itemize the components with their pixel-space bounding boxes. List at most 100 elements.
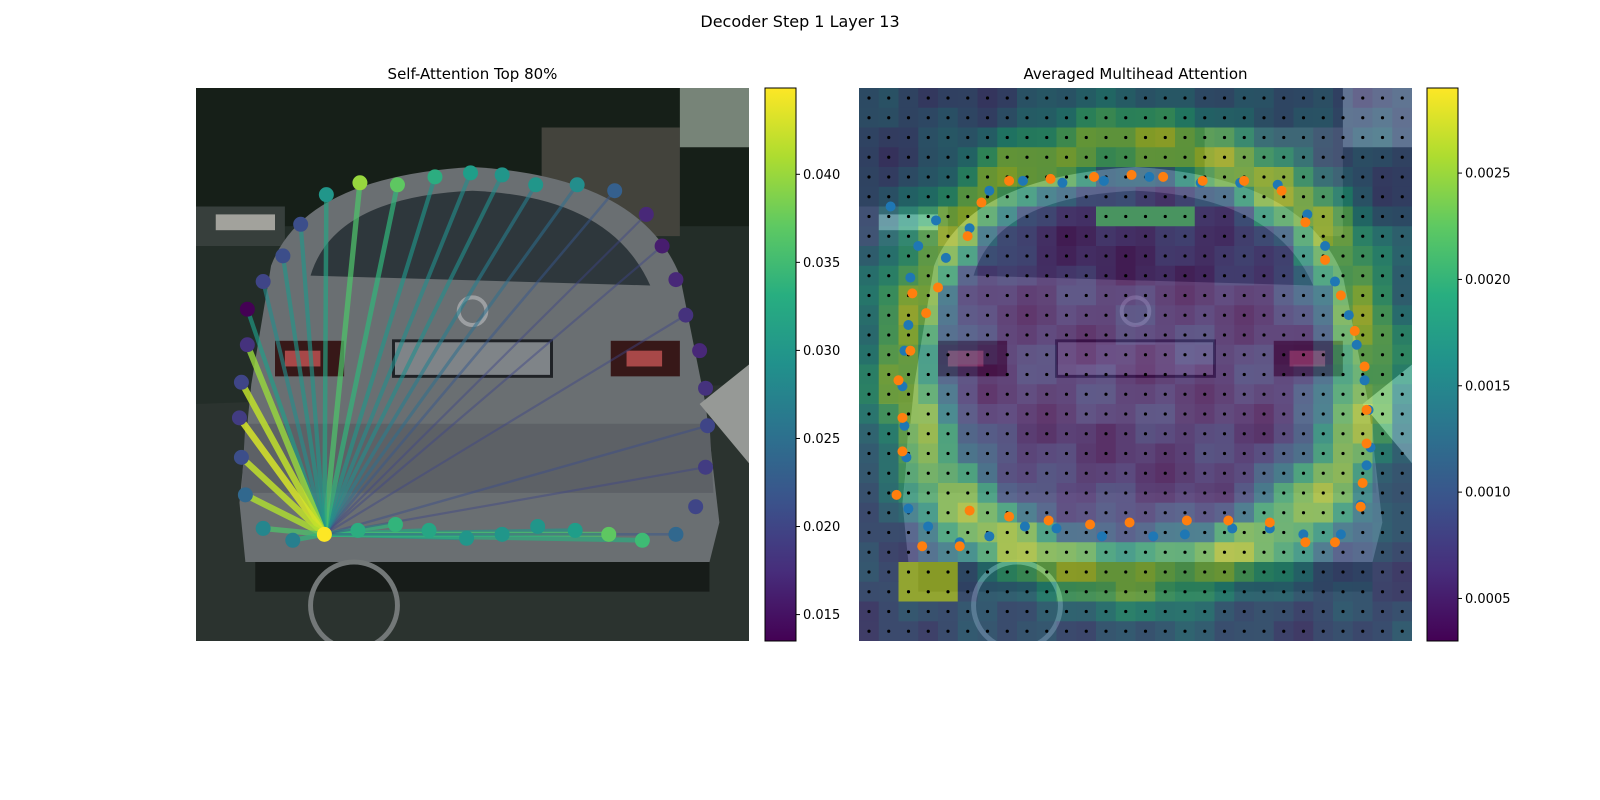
attention-point-20	[607, 183, 623, 199]
grid-dot	[1301, 412, 1306, 416]
attention-edge-10	[323, 424, 709, 536]
series-0-point-39	[931, 215, 942, 226]
attention-point-0	[316, 526, 332, 542]
grid-dot	[1380, 274, 1385, 278]
grid-dot	[1341, 471, 1345, 475]
grid-dot	[1282, 116, 1286, 120]
grid-dot	[1104, 471, 1108, 475]
grid-dot	[867, 590, 871, 594]
grid-dot	[1321, 609, 1325, 614]
grid-dot	[985, 96, 990, 100]
grid-dot	[1124, 629, 1128, 633]
grid-dot	[1124, 590, 1128, 594]
series-1-point-34	[905, 345, 916, 356]
grid-dot	[1301, 609, 1306, 614]
grid-dot	[1025, 629, 1029, 633]
grid-dot	[1321, 491, 1325, 495]
grid-dot	[887, 175, 891, 179]
grid-dot	[1282, 590, 1286, 594]
grid-dot	[1203, 471, 1207, 475]
series-1-point-24	[1085, 519, 1096, 530]
grid-dot	[1361, 274, 1365, 278]
series-1-point-30	[891, 489, 902, 500]
grid-dot	[1262, 135, 1266, 140]
grid-dot	[1084, 629, 1088, 633]
grid-dot	[1400, 570, 1404, 574]
grid-dot	[1400, 372, 1404, 377]
grid-dot	[1222, 353, 1227, 357]
grid-dot	[966, 214, 970, 219]
grid-dot	[966, 530, 970, 535]
grid-dot	[867, 175, 871, 179]
grid-dot	[1222, 412, 1227, 416]
grid-dot	[966, 254, 970, 258]
grid-dot	[1380, 313, 1385, 317]
grid-dot	[906, 392, 911, 396]
grid-dot	[985, 629, 990, 633]
grid-dot	[1262, 372, 1266, 377]
grid-dot	[1380, 293, 1385, 298]
series-1-point-32	[897, 412, 908, 423]
grid-dot	[1005, 96, 1009, 100]
grid-dot	[906, 629, 911, 633]
grid-dot	[906, 530, 911, 535]
grid-dot	[906, 96, 911, 100]
grid-dot	[1400, 609, 1404, 614]
grid-dot	[1361, 135, 1365, 140]
grid-dot	[1400, 214, 1404, 219]
grid-dot	[887, 511, 891, 515]
grid-dot	[1203, 451, 1207, 456]
grid-dot	[1084, 135, 1088, 140]
grid-dot	[1400, 254, 1404, 258]
grid-dot	[1203, 570, 1207, 574]
grid-dot	[1143, 313, 1148, 317]
grid-dot	[926, 254, 930, 258]
grid-dot	[1025, 491, 1029, 495]
grid-dot	[1262, 274, 1266, 278]
right-panel	[859, 88, 1412, 641]
series-1-point-37	[907, 288, 918, 299]
grid-dot	[1045, 214, 1049, 219]
grid-dot	[1400, 353, 1404, 357]
grid-dot	[1262, 116, 1266, 120]
grid-dot	[1005, 116, 1009, 120]
grid-dot	[1084, 155, 1088, 159]
grid-dot	[926, 570, 930, 574]
grid-dot	[966, 412, 970, 416]
left-colorbar-tick-label-0: 0.015	[803, 608, 840, 623]
grid-dot	[1361, 195, 1365, 199]
grid-dot	[887, 609, 891, 614]
grid-dot	[1262, 570, 1266, 574]
attention-point-7	[567, 522, 583, 538]
grid-dot	[1143, 274, 1148, 278]
grid-dot	[1104, 511, 1108, 515]
series-0-point-12	[1343, 310, 1354, 321]
grid-dot	[946, 353, 950, 357]
grid-dot	[966, 175, 970, 179]
grid-dot	[1282, 451, 1286, 456]
grid-dot	[1380, 570, 1385, 574]
grid-dot	[1361, 96, 1365, 100]
grid-dot	[1104, 412, 1108, 416]
grid-dot	[946, 451, 950, 456]
grid-dot	[1242, 293, 1246, 298]
grid-dot	[1341, 353, 1345, 357]
grid-dot	[926, 372, 930, 377]
grid-dot	[1143, 353, 1148, 357]
grid-dot	[1222, 570, 1227, 574]
grid-dot	[1045, 195, 1049, 199]
grid-dot	[946, 550, 950, 554]
attention-edge-14	[323, 189, 617, 536]
attention-point-24	[463, 165, 479, 181]
grid-dot	[906, 175, 911, 179]
grid-dot	[946, 274, 950, 278]
grid-dot	[1143, 254, 1148, 258]
grid-dot	[1064, 195, 1069, 199]
grid-dot	[1242, 313, 1246, 317]
grid-dot	[1222, 274, 1227, 278]
grid-dot	[887, 116, 891, 120]
grid-dot	[887, 372, 891, 377]
grid-dot	[887, 471, 891, 475]
grid-dot	[1045, 234, 1049, 238]
grid-dot	[1084, 234, 1088, 238]
